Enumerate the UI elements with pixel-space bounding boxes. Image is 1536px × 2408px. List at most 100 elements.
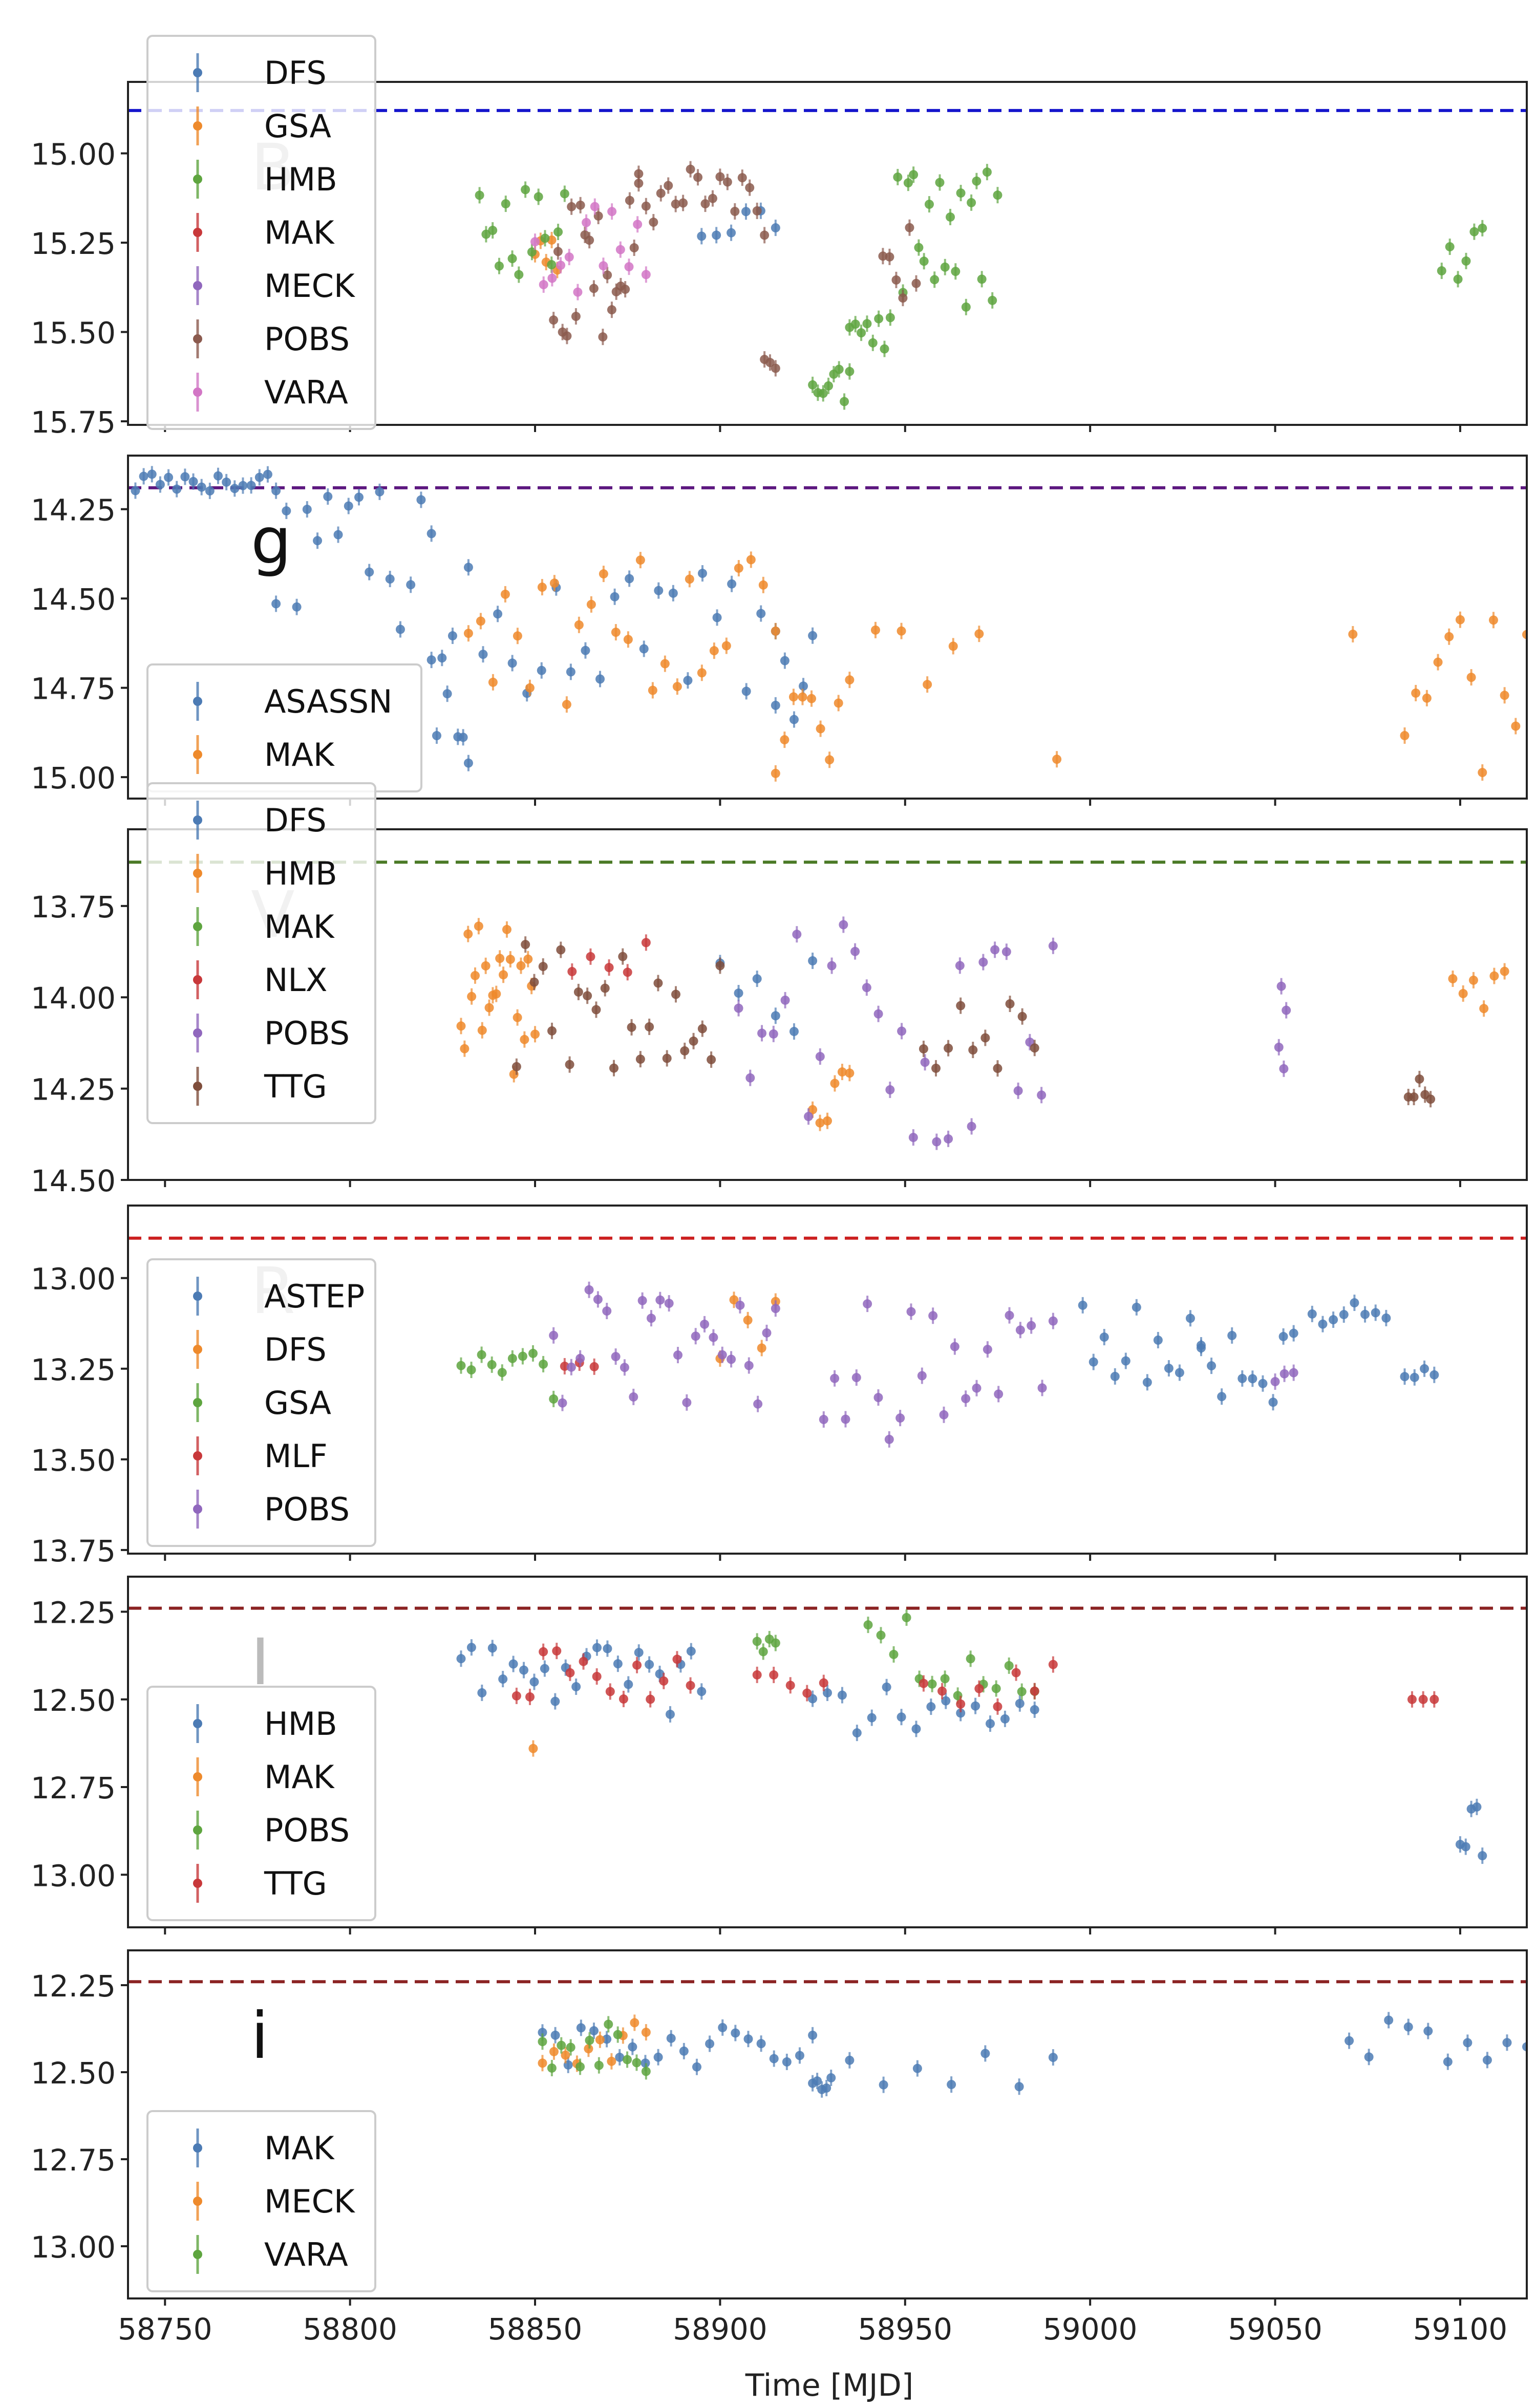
data-point [502, 924, 511, 934]
data-point [292, 602, 302, 612]
legend-label: MAK [264, 2130, 335, 2167]
data-point [760, 230, 770, 240]
legend-item: MAK [193, 907, 335, 946]
data-point [550, 1696, 560, 1706]
data-point [788, 692, 798, 702]
data-point [1371, 1308, 1380, 1318]
data-point [1472, 1802, 1482, 1812]
data-point [769, 1029, 778, 1039]
data-point [530, 237, 540, 247]
data-point [649, 218, 658, 227]
data-point [246, 481, 256, 490]
data-point [729, 1295, 739, 1305]
data-point [567, 202, 577, 211]
data-point [898, 293, 908, 303]
data-point [743, 1315, 753, 1325]
data-point [708, 193, 717, 203]
legend-item: NLX [193, 960, 327, 999]
data-point [556, 945, 566, 955]
data-point [271, 599, 281, 609]
data-point [1089, 1357, 1098, 1367]
data-point [840, 397, 849, 406]
data-point [863, 1299, 872, 1309]
data-point [762, 1328, 772, 1338]
data-point [172, 484, 182, 494]
data-point [808, 2030, 818, 2040]
legend-box [146, 782, 376, 1124]
x-axis-label: Time [MJD] [745, 2368, 913, 2403]
data-point [495, 954, 505, 963]
data-point [632, 1660, 642, 1670]
data-point [757, 1028, 767, 1038]
legend-marker [193, 228, 202, 237]
data-point [1004, 1661, 1014, 1670]
data-point [155, 480, 165, 489]
data-point [730, 206, 740, 216]
data-point [819, 1414, 828, 1424]
data-point [344, 501, 353, 511]
data-point [556, 261, 566, 270]
data-point [780, 995, 790, 1005]
data-point [1443, 2057, 1453, 2067]
data-point [618, 1694, 628, 1704]
data-point [1511, 721, 1521, 731]
data-point [1030, 1705, 1039, 1714]
legend-label: HMB [264, 1705, 337, 1743]
legend-marker [193, 1082, 202, 1091]
legend-marker [193, 2250, 202, 2259]
data-point [1489, 971, 1499, 981]
data-point [845, 1068, 855, 1078]
data-point [395, 625, 405, 634]
data-point [795, 2051, 804, 2060]
data-point [641, 2058, 650, 2068]
data-point [521, 940, 530, 950]
data-point [539, 1647, 548, 1657]
data-point [576, 2023, 586, 2033]
data-point [458, 733, 468, 742]
data-point [1000, 1714, 1010, 1724]
data-point [575, 200, 585, 210]
data-point [851, 1373, 861, 1383]
data-point [753, 1399, 763, 1409]
legend-item: MAK [193, 213, 335, 252]
data-point [685, 574, 694, 584]
data-point [1142, 1378, 1152, 1387]
data-point [919, 256, 929, 266]
data-point [882, 1682, 891, 1692]
data-point [456, 1021, 466, 1031]
data-point [592, 1671, 602, 1681]
data-point [808, 956, 818, 965]
data-point [823, 1116, 832, 1126]
data-point [889, 1649, 899, 1659]
data-point [1274, 1042, 1284, 1052]
data-point [697, 569, 707, 578]
data-point [589, 284, 599, 293]
legend-label: DFS [264, 802, 327, 839]
data-point [537, 665, 546, 675]
data-point [1017, 1687, 1027, 1696]
data-point [808, 631, 818, 640]
data-point [1400, 1372, 1410, 1382]
data-point [1037, 1383, 1047, 1393]
data-point [511, 1062, 521, 1071]
data-point [909, 170, 919, 180]
data-point [514, 270, 524, 280]
data-point [769, 1670, 779, 1680]
data-point [1153, 1335, 1163, 1345]
data-point [839, 920, 848, 930]
data-point [589, 1362, 599, 1371]
legend-marker [193, 1292, 202, 1301]
legend-marker [193, 175, 202, 184]
data-point [874, 314, 884, 324]
data-point [604, 963, 614, 973]
data-point [562, 700, 571, 709]
data-point [659, 1676, 669, 1686]
data-point [1015, 1698, 1025, 1708]
data-point [492, 989, 501, 999]
data-point [1276, 981, 1286, 991]
data-point [1488, 615, 1498, 625]
points-group [128, 1606, 1527, 1864]
data-point [1409, 1092, 1419, 1102]
legend-box [146, 1686, 376, 1921]
